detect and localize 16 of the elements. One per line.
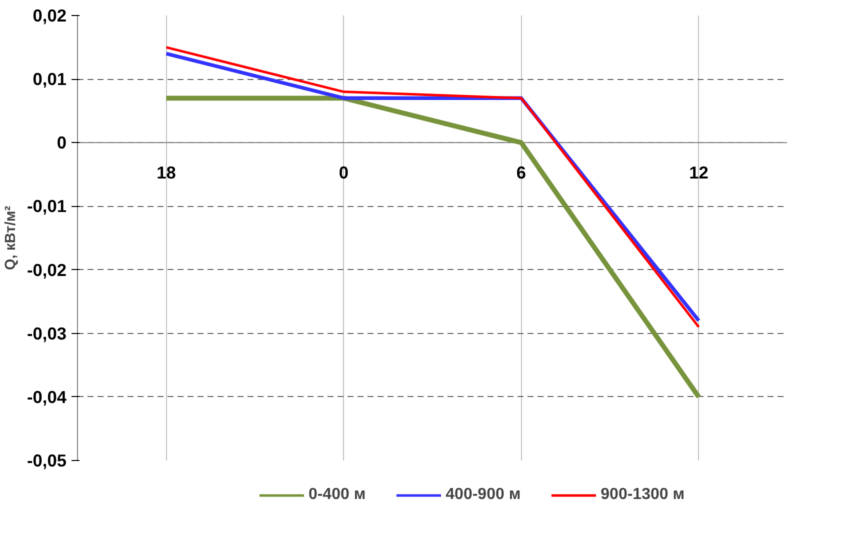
y-tick-label: 0,01 — [32, 69, 67, 90]
x-tick-label: 0 — [338, 162, 349, 183]
y-tick-label: 0 — [56, 132, 67, 153]
x-tick-label: 6 — [516, 162, 526, 183]
x-tick-label: 18 — [156, 162, 176, 183]
y-tick-label: 0,02 — [32, 6, 67, 26]
y-tick-label: -0,04 — [27, 386, 67, 407]
legend-label: 0-400 м — [308, 486, 366, 504]
legend-label: 900-1300 м — [600, 486, 685, 504]
y-tick-label: -0,05 — [27, 450, 67, 470]
legend-label: 400-900 м — [446, 486, 521, 504]
y-tick-label: -0,02 — [27, 260, 67, 280]
y-tick-label: -0,03 — [27, 323, 67, 344]
x-tick-label: 12 — [689, 162, 708, 183]
y-tick-label: -0,01 — [27, 196, 67, 216]
y-axis-title: Q, кВт/м² — [3, 206, 20, 270]
